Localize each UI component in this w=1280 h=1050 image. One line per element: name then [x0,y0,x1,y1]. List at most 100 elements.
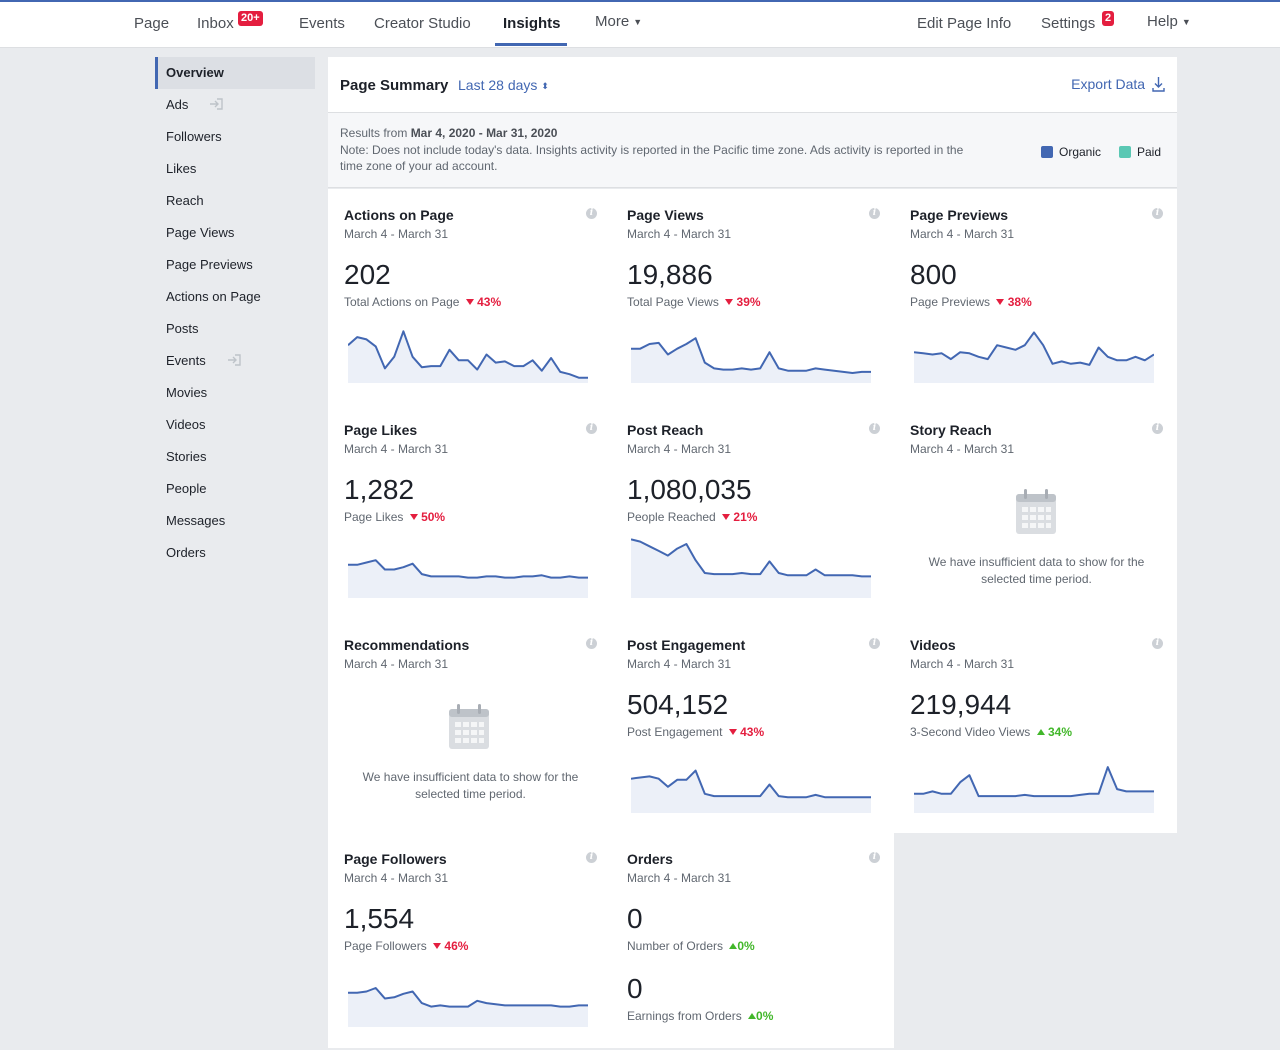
change-indicator: 39% [725,295,761,309]
info-icon[interactable]: i [586,423,597,434]
sparkline-area [631,338,871,383]
info-icon[interactable]: i [586,852,597,863]
up-arrow-icon [748,1013,757,1019]
info-icon[interactable]: i [869,638,880,649]
nav-edit-page-info[interactable]: Edit Page Info [917,15,1012,32]
nav-tab-creator-studio[interactable]: Creator Studio [374,15,471,32]
change-percent: 34% [1048,725,1073,739]
sidebar-item-events[interactable]: Events [155,345,315,377]
sidebar-item-actions-on-page[interactable]: Actions on Page [166,289,261,304]
sparkline-chart [631,538,871,598]
insights-sidebar: Overview Ads Followers Likes Reach Page … [155,57,315,569]
info-icon[interactable]: i [869,423,880,434]
nav-tab-events[interactable]: Events [299,15,345,32]
settings-badge: 2 [1102,11,1115,26]
down-arrow-icon [433,943,442,949]
card-story-reach[interactable]: Story Reach March 4 - March 31 i We have… [894,404,1177,619]
card-post-reach[interactable]: Post Reach March 4 - March 31 i 1,080,03… [611,404,894,619]
legend-organic-label: Organic [1059,145,1102,159]
nav-help[interactable]: Help ▼ [1147,0,1191,46]
card-page-previews[interactable]: Page Previews March 4 - March 31 i 800 P… [894,189,1177,404]
metric-value: 1,554 [344,903,415,934]
metric-label-earnings: Earnings from Orders 0% [627,1009,773,1023]
active-tab-indicator [495,43,567,46]
sidebar-item-orders[interactable]: Orders [166,545,206,560]
sidebar-item-stories[interactable]: Stories [166,449,207,464]
card-title: Post Engagement [627,637,746,653]
metric-label: People Reached 21% [627,510,757,524]
sparkline-line [348,330,588,379]
sidebar-item-ads[interactable]: Ads [155,89,315,121]
card-date-range: March 4 - March 31 [627,657,732,671]
insufficient-data-message: We have insufficient data to show for th… [928,555,1145,586]
download-icon [1152,77,1165,92]
metric-value: 800 [910,259,957,290]
metric-value: 504,152 [627,689,729,720]
page-summary-title: Page Summary [340,77,449,94]
sort-arrows-icon: ⬍ [541,81,549,91]
metric-value: 219,944 [910,689,1012,720]
card-page-likes[interactable]: Page Likes March 4 - March 31 i 1,282 Pa… [328,404,611,619]
info-icon[interactable]: i [586,208,597,219]
metric-value: 0 [627,903,643,934]
export-data-button[interactable]: Export Data [1071,76,1165,92]
sparkline-area [348,560,588,598]
info-icon[interactable]: i [869,208,880,219]
sidebar-item-posts[interactable]: Posts [166,321,199,336]
change-indicator: 50% [409,510,445,524]
timezone-note: Note: Does not include today's data. Ins… [340,143,964,173]
legend-paid: Paid [1119,145,1161,159]
sparkline-chart [348,559,588,598]
metric-label-text: Page Likes [344,510,404,524]
legend-organic: Organic [1041,145,1101,159]
sidebar-item-page-previews[interactable]: Page Previews [166,257,253,272]
card-title: Videos [910,637,956,653]
info-icon[interactable]: i [869,852,880,863]
nav-tab-more[interactable]: More ▼ [595,0,642,46]
change-percent: 43% [477,295,502,309]
sidebar-item-people[interactable]: People [166,481,207,496]
nav-settings[interactable]: Settings [1041,15,1096,32]
nav-help-label: Help [1147,13,1178,30]
info-icon[interactable]: i [1152,423,1163,434]
sidebar-item-overview[interactable]: Overview [155,57,315,89]
sidebar-item-messages[interactable]: Messages [166,513,226,528]
info-icon[interactable]: i [1152,208,1163,219]
nav-tab-insights[interactable]: Insights [503,15,561,32]
sidebar-item-movies[interactable]: Movies [166,385,208,400]
sparkline-chart [348,330,588,383]
calendar-icon [1016,489,1056,534]
sidebar-item-reach[interactable]: Reach [166,193,204,208]
sidebar-item-followers[interactable]: Followers [166,129,222,144]
date-range-selector[interactable]: Last 28 days ⬍ [458,77,549,93]
info-icon[interactable]: i [1152,638,1163,649]
change-percent: 0% [756,1009,774,1023]
card-videos[interactable]: Videos March 4 - March 31 i 219,944 3-Se… [894,619,1177,834]
card-page-views[interactable]: Page Views March 4 - March 31 i 19,886 T… [611,189,894,404]
info-icon[interactable]: i [586,638,597,649]
metric-label: Total Actions on Page 43% [344,295,501,309]
sparkline-chart [631,769,871,813]
nav-tab-inbox[interactable]: Inbox [197,2,234,48]
card-post-engagement[interactable]: Post Engagement March 4 - March 31 i 504… [611,619,894,834]
metric-label-text: Page Followers [344,939,427,953]
card-date-range: March 4 - March 31 [627,227,732,241]
results-range-text: Results from Mar 4, 2020 - Mar 31, 2020 [340,125,980,141]
sidebar-item-videos[interactable]: Videos [166,417,206,432]
card-date-range: March 4 - March 31 [910,657,1015,671]
results-range: Mar 4, 2020 - Mar 31, 2020 [410,126,558,140]
sparkline-line [631,337,871,374]
sidebar-item-page-views[interactable]: Page Views [166,225,235,240]
card-title: Story Reach [910,422,992,438]
card-recommendations[interactable]: Recommendations March 4 - March 31 i We … [328,619,611,834]
down-arrow-icon [722,514,731,520]
change-percent: 46% [444,939,469,953]
metric-value: 1,282 [344,474,415,505]
nav-tab-page[interactable]: Page [134,15,170,32]
card-orders[interactable]: Orders March 4 - March 31 i 0 Number of … [611,833,894,1048]
card-page-followers[interactable]: Page Followers March 4 - March 31 i 1,55… [328,833,611,1048]
change-indicator: 38% [996,295,1032,309]
card-actions-on-page[interactable]: Actions on Page March 4 - March 31 i 202… [328,189,611,404]
sidebar-item-likes[interactable]: Likes [166,161,197,176]
nav-tab-inbox-label: Inbox [197,15,234,32]
